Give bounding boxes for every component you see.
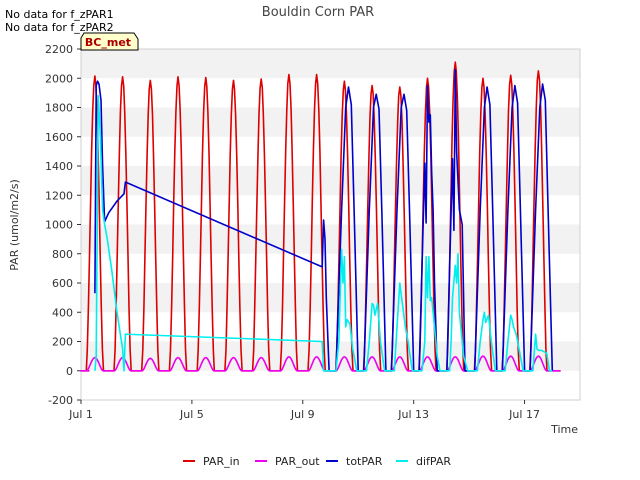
grid-band: [81, 136, 580, 166]
no-data-note-2: No data for f_zPAR2: [5, 21, 114, 34]
series-lines: [80, 61, 561, 372]
y-tick-label: 800: [52, 248, 73, 261]
grid-bands: [81, 49, 580, 400]
y-tick-label: 1400: [45, 160, 73, 173]
grid-band: [81, 107, 580, 137]
grid-band: [81, 253, 580, 283]
grid-band: [81, 312, 580, 342]
y-tick-label: 2000: [45, 72, 73, 85]
no-data-note-1: No data for f_zPAR1: [5, 8, 114, 21]
y-tick-label: 2200: [45, 43, 73, 56]
grid-band: [81, 224, 580, 254]
y-tick-label: 0: [66, 365, 73, 378]
x-axis-ticks: Jul 1 Jul 5 Jul 9 Jul 13 Jul 17: [68, 400, 540, 421]
grid-band: [81, 166, 580, 196]
series-line-difpar: [94, 95, 553, 372]
grid-band: [81, 49, 580, 79]
y-tick-label: 1200: [45, 189, 73, 202]
y-tick-label: 200: [52, 336, 73, 349]
series-line-par-out: [80, 355, 561, 372]
y-tick-label: 600: [52, 277, 73, 290]
y-tick-label: 1600: [45, 131, 73, 144]
x-tick-label: Jul 1: [68, 408, 93, 421]
y-axis-label: PAR (umol/m2/s): [8, 179, 21, 271]
x-tick-label: Jul 13: [397, 408, 429, 421]
legend-label: difPAR: [416, 455, 451, 468]
y-axis-ticks: -200 0 200 400 600 800 1000 1200 1400 1600 1800 200…: [45, 43, 81, 407]
x-tick-label: Jul 9: [290, 408, 315, 421]
legend: PAR_in PAR_out totPAR difPAR: [183, 455, 451, 468]
legend-label: PAR_in: [203, 455, 240, 468]
grid-band: [81, 78, 580, 108]
no-data-notes: No data for f_zPAR1 No data for f_zPAR2: [5, 8, 114, 34]
legend-label: PAR_out: [275, 455, 320, 468]
x-axis-label: Time: [550, 423, 578, 436]
grid-band: [81, 283, 580, 313]
y-tick-label: 1000: [45, 219, 73, 232]
site-label-box: BC_met: [80, 32, 139, 51]
grid-band: [81, 195, 580, 225]
x-tick-label: Jul 17: [508, 408, 540, 421]
chart-title: Bouldin Corn PAR: [262, 5, 374, 20]
grid-band: [81, 370, 580, 400]
legend-label: totPAR: [346, 455, 383, 468]
y-tick-label: 400: [52, 306, 73, 319]
y-tick-label: -200: [48, 394, 73, 407]
x-tick-label: Jul 5: [179, 408, 204, 421]
site-label: BC_met: [85, 36, 131, 49]
y-tick-label: 1800: [45, 102, 73, 115]
